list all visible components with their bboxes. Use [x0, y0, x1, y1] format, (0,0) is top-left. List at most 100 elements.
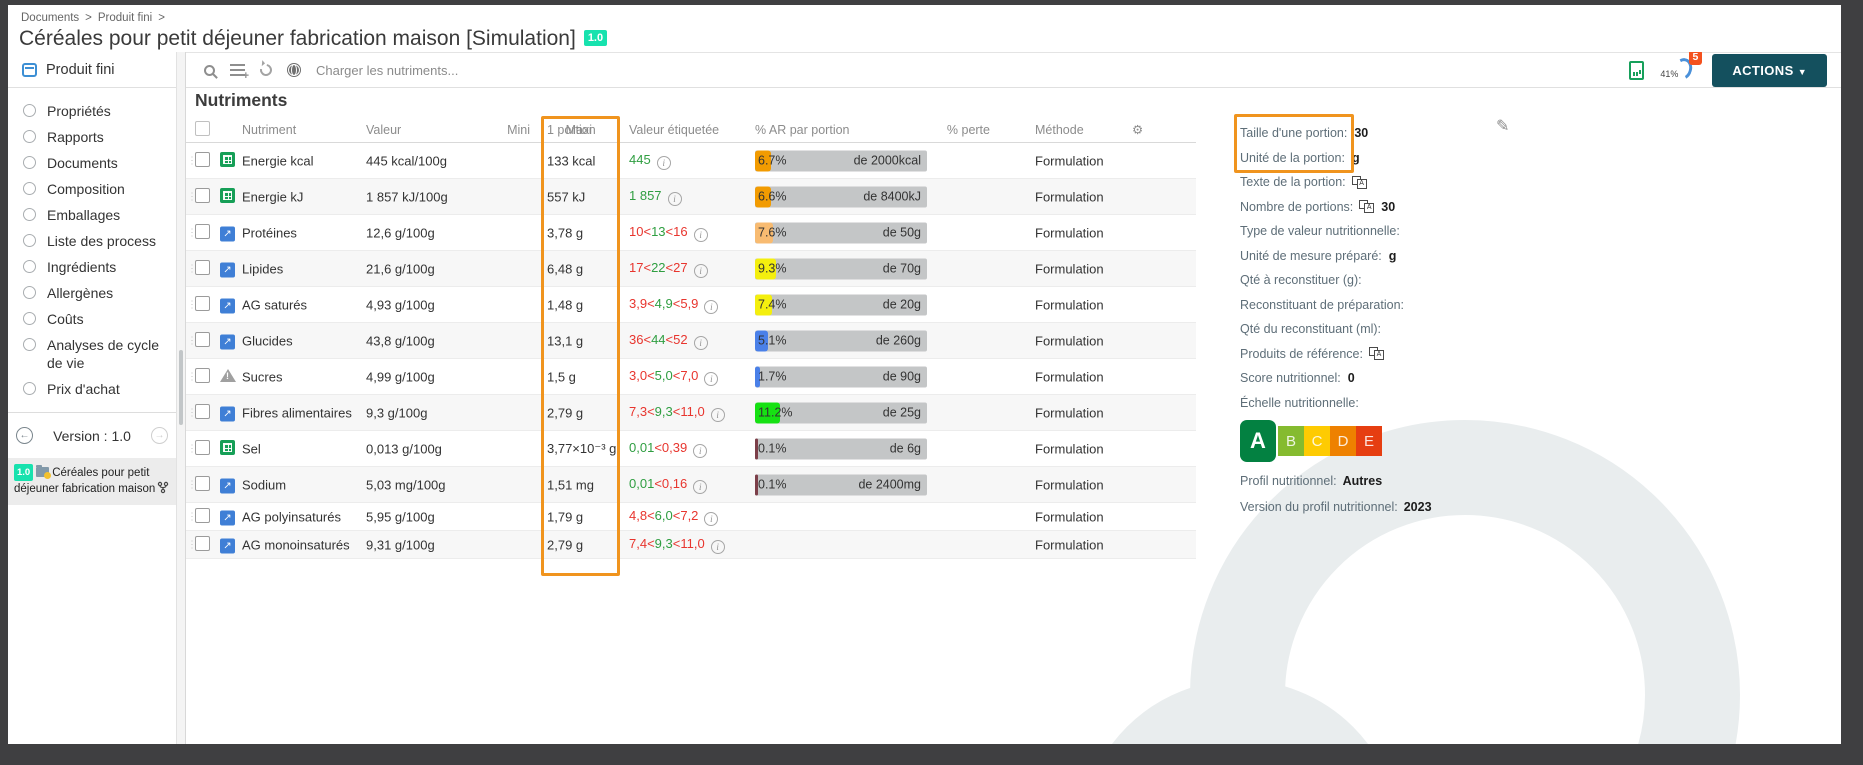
sidebar-item-liste-des-process[interactable]: Liste des process [8, 228, 176, 254]
drag-handle-icon[interactable]: ⋮ [187, 263, 197, 274]
sidebar-item-prix-d-achat[interactable]: Prix d'achat [8, 376, 176, 402]
table-row[interactable]: ⋮ ↗ Fibres alimentaires 9,3 g/100g 2,79 … [186, 395, 1196, 431]
sidebar-item-documents[interactable]: Documents [8, 150, 176, 176]
table-row[interactable]: ⋮ Energie kcal 445 kcal/100g 133 kcal 44… [186, 143, 1196, 179]
ar-reference: de 20g [882, 297, 921, 312]
info-icon[interactable]: i [704, 371, 719, 386]
table-row[interactable]: ⋮ ↗ AG polyinsaturés 5,95 g/100g 1,79 g … [186, 503, 1196, 531]
translate-icon[interactable] [1369, 347, 1384, 360]
table-row[interactable]: ⋮ Energie kJ 1 857 kJ/100g 557 kJ 1 857 i… [186, 179, 1196, 215]
breadcrumb-item[interactable]: Produit fini [97, 12, 153, 24]
sidebar-item-co-ts[interactable]: Coûts [8, 306, 176, 332]
completion-progress-icon[interactable]: 41% 5 [1660, 52, 1703, 84]
drag-handle-icon[interactable]: ⋮ [187, 371, 197, 382]
method-value: Formulation [1035, 509, 1104, 524]
product-version-card[interactable]: 1.0 Céréales pour petit déjeuner fabricat… [8, 458, 176, 505]
info-icon[interactable]: i [704, 299, 719, 314]
field-value: 0 [1347, 371, 1355, 385]
row-checkbox[interactable] [195, 151, 210, 170]
nutrient-value: 9,31 g/100g [366, 537, 435, 552]
ar-bar: 1.7% de 90g [755, 366, 927, 387]
drag-handle-icon[interactable]: ⋮ [187, 299, 197, 310]
labeled-value: 0,01<0,39 i [629, 440, 708, 458]
field-label: Produits de référence: [1240, 346, 1363, 361]
sidebar-item-allerg-nes[interactable]: Allergènes [8, 280, 176, 306]
drag-handle-icon[interactable]: ⋮ [187, 155, 197, 166]
info-icon[interactable]: i [693, 227, 708, 242]
info-icon[interactable]: i [667, 191, 682, 206]
next-version-button[interactable]: → [150, 427, 168, 444]
table-row[interactable]: ⋮ ↗ Sodium 5,03 mg/100g 1,51 mg 0,01<0,1… [186, 467, 1196, 503]
table-row[interactable]: ⋮ ↗ AG saturés 4,93 g/100g 1,48 g 3,9<4,… [186, 287, 1196, 323]
info-icon[interactable]: i [693, 263, 708, 278]
nutrient-name: Sodium [242, 477, 287, 492]
row-checkbox[interactable] [195, 223, 210, 242]
actions-button[interactable]: ACTIONS ▼ [1712, 53, 1827, 87]
drag-handle-icon[interactable]: ⋮ [187, 511, 197, 522]
table-row[interactable]: ⋮ ↗ Glucides 43,8 g/100g 13,1 g 36<44<52… [186, 323, 1196, 359]
gear-icon[interactable]: ⚙ [1132, 123, 1144, 137]
info-icon[interactable]: i [693, 479, 708, 494]
row-checkbox[interactable] [195, 187, 210, 206]
edit-pencil-icon[interactable]: ✎ [1496, 118, 1510, 135]
table-row[interactable]: ⋮ Sel 0,013 g/100g 3,77×10⁻³ g 0,01<0,39… [186, 431, 1196, 467]
row-checkbox[interactable] [195, 331, 210, 350]
radio-icon [23, 382, 36, 395]
info-icon[interactable]: i [710, 539, 725, 554]
add-list-icon[interactable] [230, 64, 249, 82]
sidebar-item-label: Coûts [47, 311, 84, 327]
info-icon[interactable]: i [704, 511, 719, 526]
info-icon[interactable]: i [693, 443, 708, 458]
table-row[interactable]: ⋮ Sucres 4,99 g/100g 1,5 g 3,0<5,0<7,0i … [186, 359, 1196, 395]
load-globe-icon[interactable] [287, 63, 301, 77]
info-icon[interactable]: i [656, 155, 671, 170]
row-checkbox[interactable] [195, 295, 210, 314]
info-icon[interactable]: i [693, 335, 708, 350]
row-checkbox[interactable] [195, 475, 210, 494]
drag-handle-icon[interactable]: ⋮ [187, 479, 197, 490]
load-nutrients-label[interactable]: Charger les nutriments... [316, 62, 459, 78]
row-checkbox[interactable] [195, 439, 210, 458]
ar-chip [755, 150, 771, 171]
drag-handle-icon[interactable]: ⋮ [187, 443, 197, 454]
row-checkbox[interactable] [195, 403, 210, 422]
nutrient-value: 9,3 g/100g [366, 405, 428, 420]
sidebar-item-composition[interactable]: Composition [8, 176, 176, 202]
table-row[interactable]: ⋮ ↗ AG monoinsaturés 9,31 g/100g 2,79 g … [186, 531, 1196, 559]
drag-handle-icon[interactable]: ⋮ [187, 191, 197, 202]
sidebar-item-emballages[interactable]: Emballages [8, 202, 176, 228]
row-checkbox[interactable] [195, 259, 210, 278]
drag-handle-icon[interactable]: ⋮ [187, 227, 197, 238]
refresh-icon[interactable] [257, 61, 275, 79]
row-checkbox[interactable] [195, 507, 210, 526]
nutriscore-E: E [1356, 426, 1382, 456]
sidebar-item-analyses-de-cycle-de-vie[interactable]: Analyses de cycle de vie [8, 332, 176, 376]
labeled-value-part: <0,16 [654, 475, 688, 491]
labeled-value-part: 7,3< [629, 403, 655, 419]
drag-handle-icon[interactable]: ⋮ [187, 539, 197, 550]
translate-icon[interactable] [1359, 200, 1375, 213]
col-mini: Mini [507, 123, 530, 137]
table-row[interactable]: ⋮ ↗ Protéines 12,6 g/100g 3,78 g 10<13<1… [186, 215, 1196, 251]
drag-handle-icon[interactable]: ⋮ [187, 407, 197, 418]
previous-version-button[interactable]: ← [16, 427, 33, 444]
sidebar-item-propri-t-s[interactable]: Propriétés [8, 98, 176, 124]
table-row[interactable]: ⋮ ↗ Lipides 21,6 g/100g 6,48 g 17<22<27 i… [186, 251, 1196, 287]
search-icon[interactable] [204, 64, 215, 76]
radio-icon [23, 338, 36, 351]
labeled-value-part: 3,9< [629, 295, 655, 311]
info-icon[interactable]: i [710, 407, 725, 422]
green-report-icon[interactable] [1629, 60, 1645, 80]
nutrient-name: Sucres [242, 369, 283, 384]
row-checkbox[interactable] [195, 367, 210, 386]
ar-bar: 11.2% de 25g [755, 402, 927, 423]
select-all-checkbox[interactable] [195, 121, 210, 139]
sidebar-splitter[interactable] [176, 52, 186, 744]
splitter-handle[interactable] [179, 350, 183, 425]
translate-icon[interactable] [1351, 175, 1367, 189]
row-checkbox[interactable] [195, 535, 210, 554]
sidebar-item-rapports[interactable]: Rapports [8, 124, 176, 150]
sidebar-item-ingr-dients[interactable]: Ingrédients [8, 254, 176, 280]
breadcrumb-item[interactable]: Documents [21, 12, 80, 24]
drag-handle-icon[interactable]: ⋮ [187, 335, 197, 346]
